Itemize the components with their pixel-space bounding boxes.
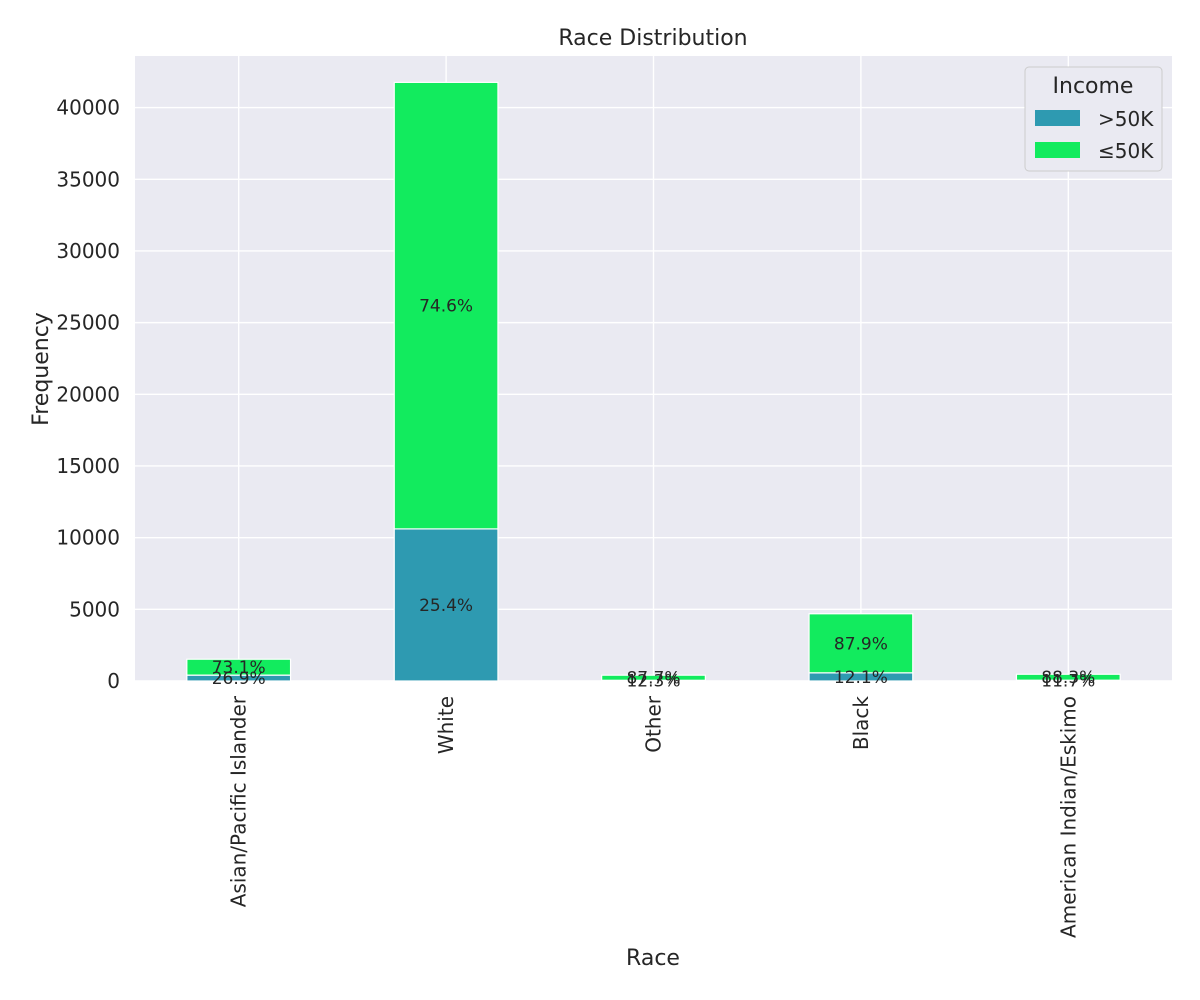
data-label: 12.3%	[626, 672, 680, 692]
data-label: 11.7%	[1041, 672, 1095, 692]
legend-swatch-at-most-50k	[1035, 142, 1080, 158]
data-label: 74.6%	[419, 297, 473, 317]
y-tick-label: 5000	[69, 597, 120, 621]
y-tick-label: 25000	[56, 311, 120, 335]
y-tick-label: 20000	[56, 382, 120, 406]
bar-segment	[601, 674, 706, 681]
y-tick-label: 35000	[56, 167, 120, 191]
x-tick-label: White	[434, 696, 458, 754]
y-tick-label: 0	[107, 669, 120, 693]
x-axis-label: Race	[626, 946, 680, 971]
data-label: 88.3%	[1041, 668, 1095, 688]
x-tick-labels: Asian/Pacific Islander White Other Black Ame…	[227, 695, 1081, 938]
bar-segment	[393, 81, 499, 530]
data-labels: 26.9%73.1% 25.4% 74.6% 12.3%87.7% 12.1% 87.9%…	[212, 297, 1096, 692]
legend-title: Income	[1053, 74, 1134, 99]
legend-swatch-above-50k	[1035, 110, 1080, 126]
data-label: 87.9%	[834, 634, 888, 654]
y-tick-labels: 0 5000 10000 15000 20000 25000 30000 35000 40000	[56, 96, 120, 693]
data-label: 25.4%	[419, 596, 473, 616]
x-tick-label: American Indian/Eskimo	[1056, 696, 1080, 938]
bar-segment	[808, 613, 914, 674]
data-label: 87.7%	[626, 669, 680, 689]
legend-label-at-most-50k: ≤50K	[1098, 139, 1154, 163]
x-tick-label: Black	[849, 696, 873, 751]
data-label: 12.1%	[834, 668, 888, 688]
y-axis-label: Frequency	[29, 312, 54, 426]
bar-segment	[1015, 673, 1121, 681]
y-tick-label: 10000	[56, 526, 120, 550]
y-tick-label: 30000	[56, 239, 120, 263]
chart-title: Race Distribution	[558, 26, 747, 51]
legend: Income >50K ≤50K	[1024, 66, 1163, 172]
bar-segment	[393, 528, 499, 682]
x-tick-label: Other	[642, 695, 666, 753]
y-tick-label: 40000	[56, 96, 120, 120]
data-label: 73.1%	[212, 658, 266, 678]
data-label: 26.9%	[212, 669, 266, 689]
bar-segment	[186, 658, 292, 676]
x-tick-label: Asian/Pacific Islander	[227, 695, 251, 907]
legend-label-above-50k: >50K	[1098, 107, 1154, 131]
bars	[186, 81, 1121, 682]
y-tick-label: 15000	[56, 454, 120, 478]
